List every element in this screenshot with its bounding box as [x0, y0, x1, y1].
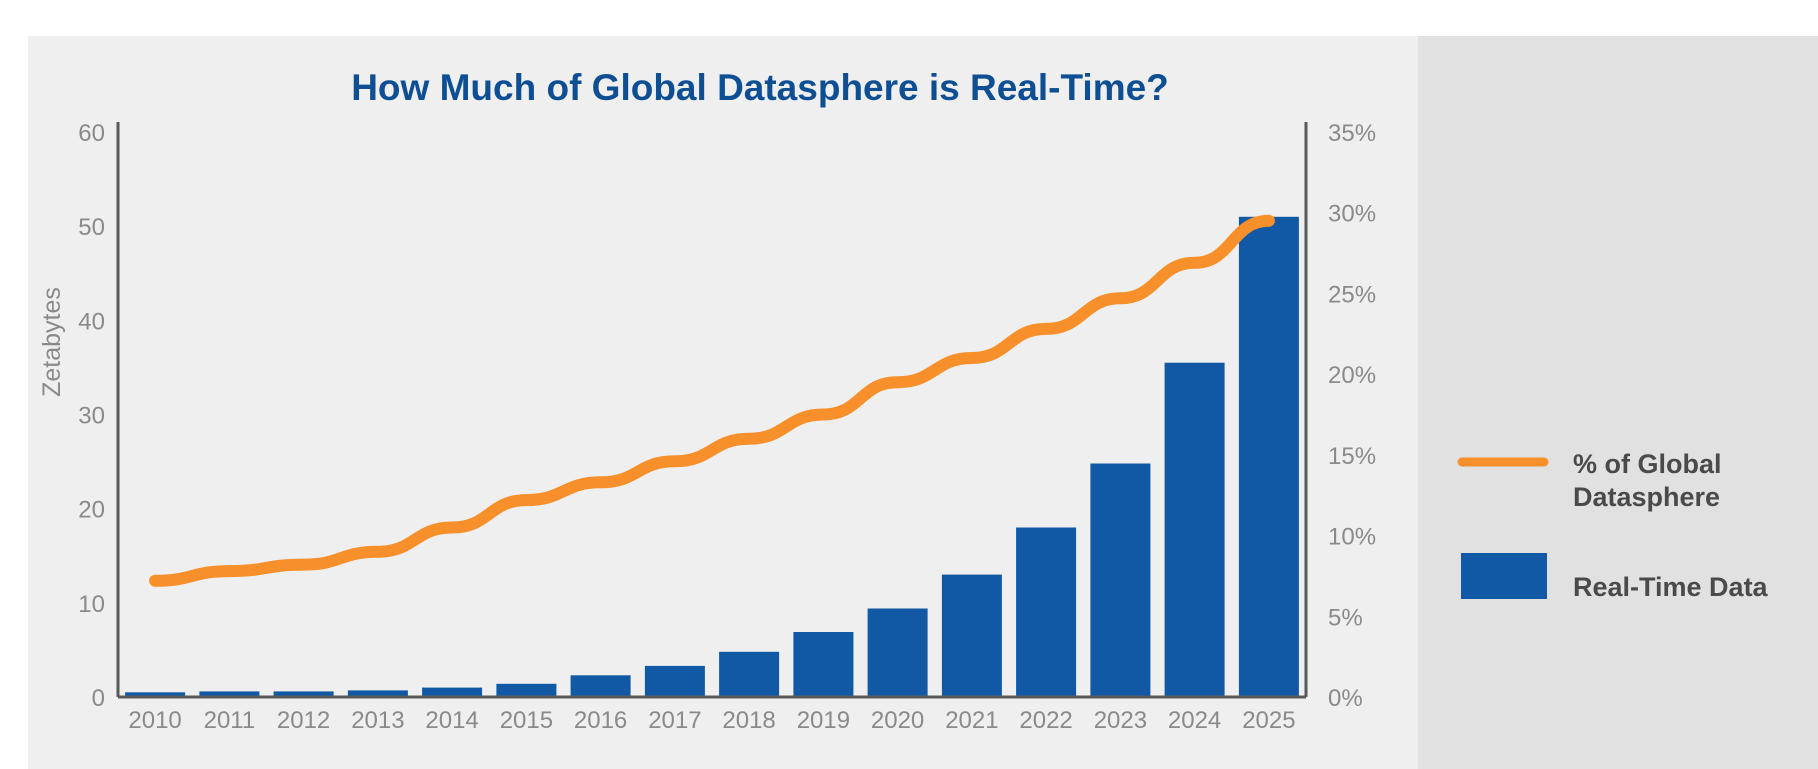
bar-2010: [125, 692, 186, 697]
x-tick-label-2012: 2012: [277, 707, 330, 734]
x-tick-label-2023: 2023: [1094, 707, 1147, 734]
y-tick-label-30: 30: [78, 403, 105, 430]
y-tick-label-0: 0: [92, 685, 105, 712]
chart-title: How Much of Global Datasphere is Real-Ti…: [351, 67, 1169, 108]
y-tick-label-40: 40: [78, 308, 105, 335]
bar-2017: [644, 665, 705, 697]
y-tick-label-60: 60: [78, 120, 105, 147]
y2-tick-label-35pct: 35%: [1328, 120, 1376, 147]
legend-bar-swatch: [1461, 553, 1547, 599]
x-tick-label-2020: 2020: [871, 707, 924, 734]
y2-tick-label-5pct: 5%: [1328, 604, 1363, 631]
y2-tick-label-20pct: 20%: [1328, 362, 1376, 389]
x-tick-label-2021: 2021: [945, 707, 998, 734]
bars: [125, 216, 1299, 698]
x-tick-label-2018: 2018: [722, 707, 775, 734]
bar-2020: [867, 608, 928, 697]
legend-line-label: % of Global: [1573, 449, 1722, 479]
x-tick-label-2024: 2024: [1168, 707, 1221, 734]
x-tick-label-2025: 2025: [1242, 707, 1295, 734]
x-tick-label-2015: 2015: [500, 707, 553, 734]
bar-2022: [1016, 527, 1077, 697]
x-tick-label-2017: 2017: [648, 707, 701, 734]
legend-background: [1418, 36, 1818, 769]
x-tick-label-2019: 2019: [797, 707, 850, 734]
y2-tick-label-15pct: 15%: [1328, 443, 1376, 470]
bar-2021: [941, 574, 1002, 697]
y-tick-label-50: 50: [78, 214, 105, 241]
bar-2024: [1164, 362, 1225, 697]
axes: [116, 122, 1308, 699]
line-percent-of-global-datasphere: [149, 214, 1275, 587]
y-tick-label-20: 20: [78, 497, 105, 524]
bar-2023: [1090, 463, 1151, 697]
y2-tick-label-30pct: 30%: [1328, 201, 1376, 228]
x-tick-label-2016: 2016: [574, 707, 627, 734]
x-tick-label-2014: 2014: [425, 707, 478, 734]
x-tick-label-2022: 2022: [1019, 707, 1072, 734]
y-axis-label: Zetabytes: [38, 287, 66, 397]
x-tick-label-2013: 2013: [351, 707, 404, 734]
line-series: [149, 214, 1275, 587]
bar-2013: [347, 690, 408, 697]
y2-tick-label-10pct: 10%: [1328, 524, 1376, 551]
bar-2014: [422, 687, 483, 697]
bar-2012: [273, 691, 334, 697]
y2-tick-label-25pct: 25%: [1328, 281, 1376, 308]
tick-labels: 0 10 20 30 40 50 60 0% 5% 10% 15% 20% 25% 30% 35% 2010 2…: [78, 120, 1376, 734]
y2-tick-label-0pct: 0%: [1328, 685, 1363, 712]
bar-2025: [1238, 216, 1299, 698]
y-tick-label-10: 10: [78, 591, 105, 618]
x-tick-label-2011: 2011: [204, 707, 256, 734]
bar-2011: [199, 691, 260, 697]
bar-2019: [793, 632, 854, 697]
bar-2018: [719, 651, 780, 697]
x-tick-label-2010: 2010: [128, 707, 181, 734]
legend-bar-label: Real-Time Data: [1573, 572, 1769, 602]
bar-2015: [496, 683, 557, 697]
bar-2016: [570, 675, 631, 697]
legend-line-label: Datasphere: [1573, 482, 1720, 512]
